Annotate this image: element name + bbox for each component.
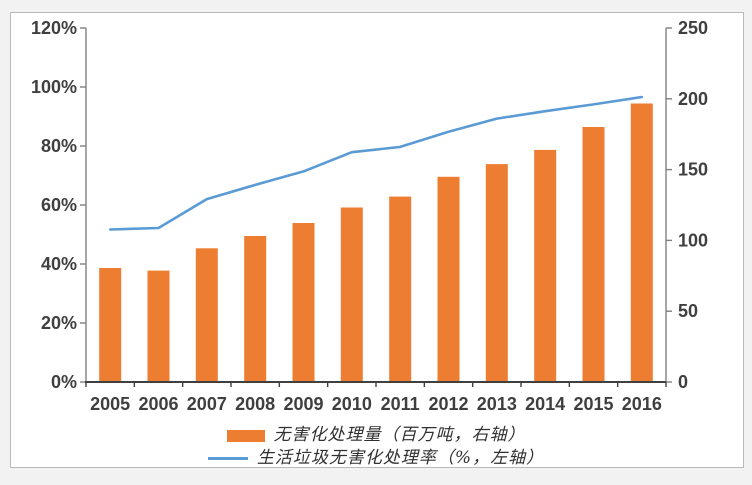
- bar-2011: [389, 196, 412, 382]
- chart-legend: 无害化处理量（百万吨，右轴） 生活垃圾无害化处理率（%，左轴）: [0, 426, 752, 468]
- left-axis-tick-label: 120%: [31, 18, 77, 38]
- bar-series-swatch: [226, 429, 265, 442]
- x-axis-category-label: 2015: [573, 394, 613, 414]
- x-axis-category-label: 2014: [525, 394, 565, 414]
- bar-2008: [244, 236, 267, 382]
- left-axis-tick-label: 20%: [41, 313, 77, 333]
- legend-label-volume: 无害化处理量（百万吨，右轴）: [273, 425, 526, 445]
- left-axis-tick-label: 60%: [41, 195, 77, 215]
- bar-2005: [99, 268, 122, 382]
- x-axis-category-label: 2016: [622, 394, 662, 414]
- x-axis-category-label: 2007: [187, 394, 227, 414]
- bar-2014: [534, 149, 557, 382]
- right-axis-tick-label: 200: [678, 89, 708, 109]
- x-axis-category-label: 2005: [90, 394, 130, 414]
- left-axis-tick-label: 100%: [31, 77, 77, 97]
- right-axis-tick-label: 50: [678, 301, 698, 321]
- legend-label-rate: 生活垃圾无害化处理率（%，左轴）: [256, 448, 545, 468]
- bar-2013: [485, 164, 508, 382]
- right-axis-tick-label: 100: [678, 230, 708, 250]
- right-axis-tick-label: 250: [678, 18, 708, 38]
- legend-item-rate: 生活垃圾无害化处理率（%，左轴）: [207, 448, 545, 468]
- left-axis-tick-label: 40%: [41, 254, 77, 274]
- bar-2009: [292, 223, 315, 382]
- bar-2015: [582, 127, 605, 382]
- rate-line: [108, 95, 644, 231]
- chart-frame: [10, 12, 744, 468]
- left-axis-tick-label: 0%: [51, 372, 77, 392]
- right-axis-tick-label: 150: [678, 160, 708, 180]
- bar-2010: [340, 207, 363, 382]
- legend-item-volume: 无害化处理量（百万吨，右轴）: [226, 425, 526, 445]
- x-axis-category-label: 2011: [381, 394, 420, 414]
- bar-2012: [437, 176, 460, 382]
- bar-2007: [195, 248, 218, 382]
- bar-2016: [630, 103, 653, 382]
- x-axis-category-label: 2008: [235, 394, 275, 414]
- right-axis-tick-label: 0: [678, 372, 688, 392]
- x-axis-category-label: 2009: [283, 394, 323, 414]
- x-axis-category-label: 2006: [138, 394, 178, 414]
- line-series-swatch: [207, 457, 248, 460]
- x-axis-category-label: 2010: [332, 394, 372, 414]
- bar-2006: [147, 270, 170, 382]
- left-axis-tick-label: 80%: [41, 136, 77, 156]
- x-axis-category-label: 2012: [428, 394, 468, 414]
- x-axis-category-label: 2013: [477, 394, 517, 414]
